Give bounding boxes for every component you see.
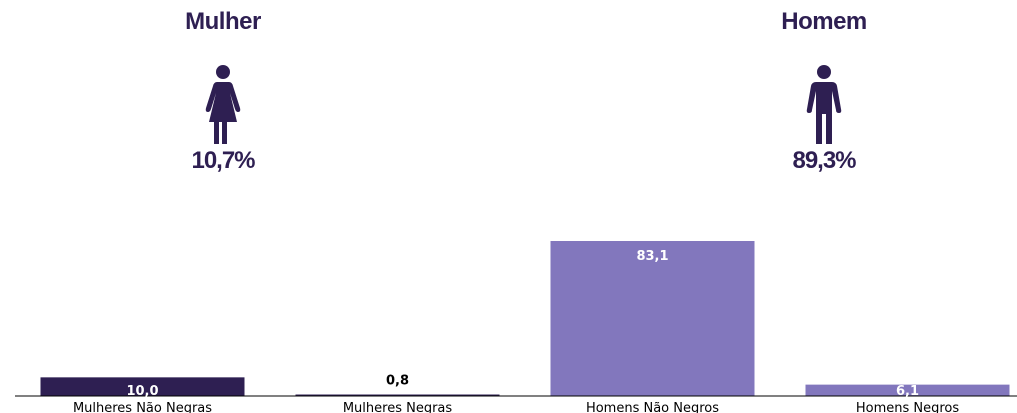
category-label-homens-nao-negros: Homens Não Negros: [586, 401, 719, 413]
bar-mulheres-nao-negras: [40, 377, 245, 396]
male-percent: 89,3%: [792, 147, 856, 174]
man-icon: [806, 65, 842, 144]
bars-group: [40, 241, 1010, 396]
bar-homens-nao-negros: [550, 241, 755, 396]
value-label-homens-negros: 6,1: [896, 384, 919, 399]
value-label-homens-nao-negros: 83,1: [636, 249, 668, 264]
category-label-mulheres-negras: Mulheres Negras: [343, 401, 453, 413]
value-label-mulheres-nao-negras: 10,0: [126, 384, 158, 399]
labels-group: 10,0 Mulheres Não Negras 0,8 Mulheres Negra…: [73, 249, 959, 413]
bar-mulheres-negras: [295, 394, 500, 396]
female-block: Mulher 10,7%: [123, 6, 323, 175]
female-title: Mulher: [185, 8, 261, 35]
male-title: Homem: [781, 8, 867, 35]
category-label-homens-negros: Homens Negros: [856, 401, 960, 413]
woman-icon: [205, 65, 241, 144]
bar-homens-negros: [805, 384, 1010, 396]
value-label-mulheres-negras: 0,8: [386, 374, 409, 389]
category-label-mulheres-nao-negras: Mulheres Não Negras: [73, 401, 212, 413]
female-percent: 10,7%: [191, 147, 255, 174]
male-block: Homem 89,3%: [724, 6, 924, 175]
